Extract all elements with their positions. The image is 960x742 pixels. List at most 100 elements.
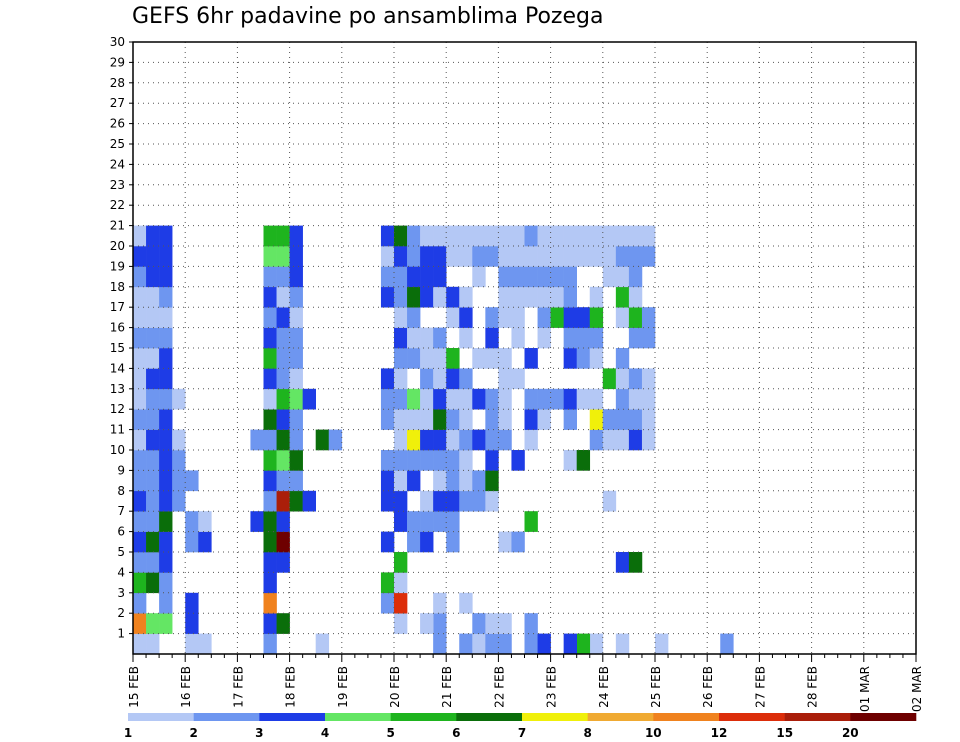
- heatmap-cell: [290, 430, 303, 451]
- heatmap-cell: [133, 287, 146, 308]
- heatmap-cell: [133, 409, 146, 430]
- heatmap-cell: [290, 491, 303, 512]
- heatmap-cell: [407, 266, 420, 287]
- heatmap-cell: [420, 532, 433, 553]
- heatmap-cell: [446, 532, 459, 553]
- heatmap-cell: [264, 450, 277, 471]
- heatmap-cell: [407, 348, 420, 369]
- heatmap-cell: [407, 409, 420, 430]
- heatmap-cell: [394, 368, 407, 389]
- heatmap-cell: [538, 266, 551, 287]
- heatmap-cell: [485, 613, 498, 634]
- heatmap-cell: [603, 491, 616, 512]
- heatmap-cell: [564, 266, 577, 287]
- heatmap-cell: [485, 307, 498, 328]
- heatmap-cell: [420, 287, 433, 308]
- heatmap-cell: [290, 266, 303, 287]
- heatmap-cell: [133, 307, 146, 328]
- heatmap-cell: [407, 246, 420, 267]
- heatmap-cell: [525, 348, 538, 369]
- heatmap-cell: [538, 634, 551, 655]
- heatmap-cell: [133, 328, 146, 349]
- heatmap-cell: [394, 430, 407, 451]
- heatmap-cell: [159, 450, 172, 471]
- heatmap-cell: [577, 634, 590, 655]
- heatmap-cell: [394, 389, 407, 410]
- y-tick-label: 17: [110, 300, 125, 314]
- heatmap-cell: [446, 450, 459, 471]
- heatmap-cell: [459, 409, 472, 430]
- heatmap-cell: [381, 246, 394, 267]
- colorbar-swatch: [456, 713, 522, 721]
- heatmap-cell: [446, 511, 459, 532]
- heatmap-cell: [525, 246, 538, 267]
- y-tick-label: 13: [110, 382, 125, 396]
- heatmap-cell: [551, 287, 564, 308]
- heatmap-cell: [172, 491, 185, 512]
- heatmap-cell: [472, 613, 485, 634]
- heatmap-cell: [264, 470, 277, 491]
- heatmap-cell: [159, 348, 172, 369]
- colorbar-label: 8: [584, 726, 592, 740]
- heatmap-cell: [564, 450, 577, 471]
- heatmap-cell: [198, 511, 211, 532]
- heatmap-cell: [498, 430, 511, 451]
- heatmap-cell: [264, 552, 277, 573]
- heatmap-cell: [290, 368, 303, 389]
- heatmap-cell: [538, 307, 551, 328]
- heatmap-cell: [629, 389, 642, 410]
- heatmap-cell: [459, 307, 472, 328]
- heatmap-cell: [590, 246, 603, 267]
- heatmap-cell: [290, 348, 303, 369]
- y-tick-label: 6: [117, 525, 125, 539]
- heatmap-cell: [485, 226, 498, 247]
- heatmap-cell: [394, 307, 407, 328]
- heatmap-cell: [603, 409, 616, 430]
- heatmap-cell: [459, 470, 472, 491]
- heatmap-cell: [407, 328, 420, 349]
- heatmap-cell: [146, 450, 159, 471]
- heatmap-cell: [459, 226, 472, 247]
- colorbar-label: 4: [321, 726, 329, 740]
- heatmap-cell: [498, 287, 511, 308]
- heatmap-cell: [394, 613, 407, 634]
- heatmap-cell: [133, 470, 146, 491]
- heatmap-cell: [250, 511, 263, 532]
- heatmap-cell: [146, 287, 159, 308]
- heatmap-cell: [511, 307, 524, 328]
- heatmap-cell: [485, 389, 498, 410]
- heatmap-cell: [133, 430, 146, 451]
- heatmap-cell: [551, 266, 564, 287]
- heatmap-cell: [146, 470, 159, 491]
- heatmap-cell: [303, 389, 316, 410]
- heatmap-cell: [629, 328, 642, 349]
- heatmap-cell: [472, 430, 485, 451]
- heatmap-cell: [564, 307, 577, 328]
- colorbar-swatch: [522, 713, 588, 721]
- heatmap-cell: [459, 287, 472, 308]
- heatmap-cell: [277, 470, 290, 491]
- heatmap-cell: [146, 430, 159, 451]
- heatmap-cell: [290, 226, 303, 247]
- heatmap-cell: [433, 491, 446, 512]
- y-tick-label: 20: [110, 239, 125, 253]
- heatmap-cell: [394, 552, 407, 573]
- x-tick-label: 23 FEB: [545, 666, 559, 708]
- heatmap-cell: [290, 450, 303, 471]
- heatmap-cell: [394, 348, 407, 369]
- heatmap-cell: [381, 409, 394, 430]
- y-tick-label: 24: [110, 157, 125, 171]
- colorbar-swatch: [259, 713, 325, 721]
- heatmap-cells: [133, 226, 734, 655]
- y-tick-label: 30: [110, 35, 125, 49]
- heatmap-cell: [420, 613, 433, 634]
- heatmap-cell: [564, 634, 577, 655]
- heatmap-cell: [616, 409, 629, 430]
- heatmap-cell: [290, 409, 303, 430]
- heatmap-cell: [629, 226, 642, 247]
- heatmap-cell: [316, 430, 329, 451]
- heatmap-cell: [381, 491, 394, 512]
- heatmap-cell: [329, 430, 342, 451]
- heatmap-cell: [159, 593, 172, 614]
- heatmap-cell: [603, 266, 616, 287]
